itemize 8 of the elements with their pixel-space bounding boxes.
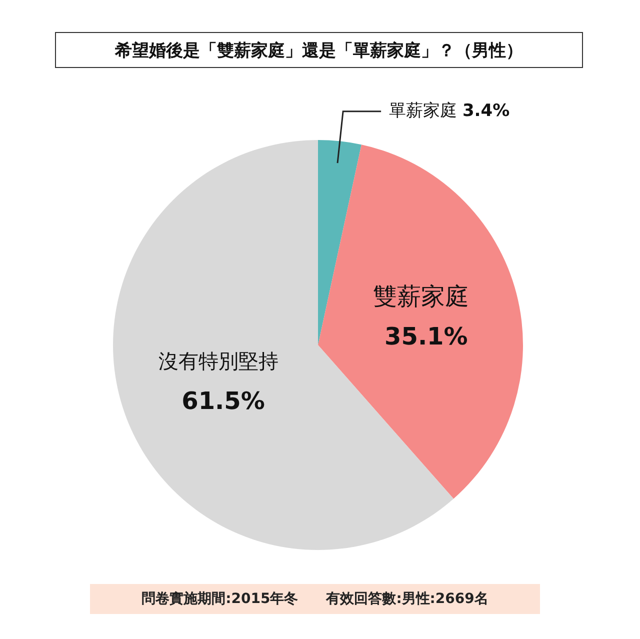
data-label: 3.4% <box>462 100 510 121</box>
slice-label: 沒有特別堅持 <box>158 348 278 373</box>
slice-label: 單薪家庭 <box>389 100 458 121</box>
data-label: 35.1% <box>384 322 468 350</box>
text: 問卷實施期間:2015年冬 有效回答數:男性:2669名 <box>90 584 540 614</box>
data-label: 61.5% <box>182 386 265 415</box>
chart-title: 希望婚後是「雙薪家庭」還是「單薪家庭」？（男性） <box>55 32 583 68</box>
slice-label: 雙薪家庭 <box>373 282 470 310</box>
